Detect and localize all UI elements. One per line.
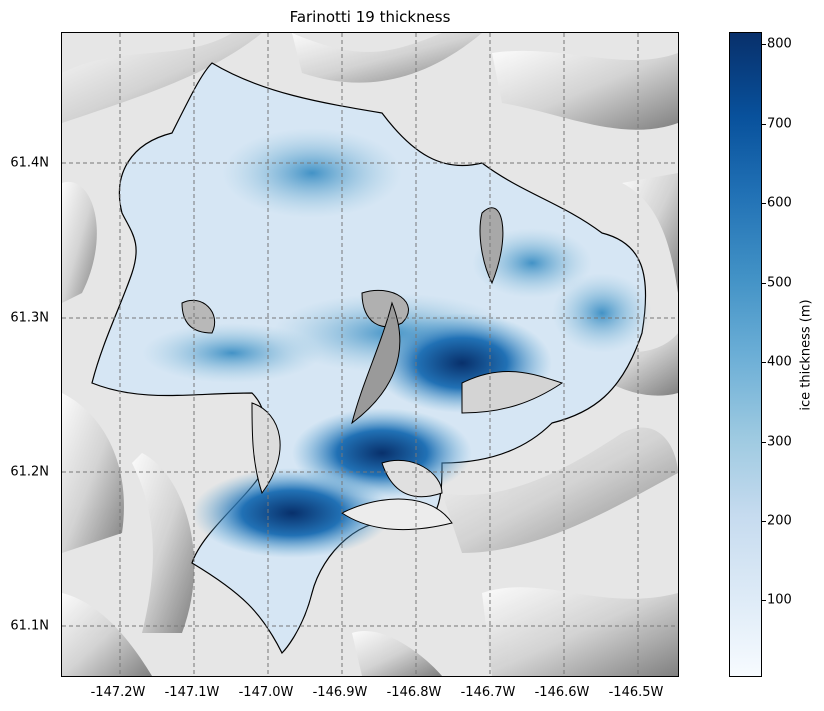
colorbar: [729, 32, 762, 677]
colorbar-tick-mark: [762, 283, 766, 284]
x-tick-label: -147.2W: [90, 685, 146, 700]
x-tick-label: -146.7W: [460, 685, 516, 700]
x-tick-label: -146.8W: [386, 685, 442, 700]
x-tick-label: -146.5W: [608, 685, 664, 700]
x-tick-label: -146.9W: [312, 685, 368, 700]
map-title: Farinotti 19 thickness: [289, 8, 451, 26]
colorbar-tick-label: 800: [767, 36, 792, 52]
colorbar-tick-mark: [762, 124, 766, 125]
y-tick-label: 61.3N: [10, 310, 49, 326]
ice-thickness-field: [91, 62, 652, 655]
colorbar-tick-label: 400: [767, 354, 792, 370]
colorbar-tick-label: 700: [767, 116, 792, 132]
colorbar-tick-mark: [762, 362, 766, 363]
colorbar-tick-label: 600: [767, 195, 792, 211]
colorbar-tick-mark: [762, 442, 766, 443]
colorbar-tick-mark: [762, 521, 766, 522]
graticule: [62, 33, 678, 676]
x-tick-label: -147.0W: [238, 685, 294, 700]
x-tick-label: -146.6W: [534, 685, 590, 700]
map-canvas: [62, 33, 678, 676]
y-tick-label: 61.2N: [10, 464, 49, 480]
colorbar-tick-mark: [762, 600, 766, 601]
y-tick-label: 61.4N: [10, 155, 49, 171]
colorbar-label: ice thickness (m): [798, 299, 814, 411]
colorbar-tick-label: 500: [767, 275, 792, 291]
x-tick-label: -147.1W: [164, 685, 220, 700]
colorbar-tick-label: 200: [767, 513, 792, 529]
map-panel[interactable]: [61, 32, 679, 677]
colorbar-tick-label: 300: [767, 434, 792, 450]
colorbar-tick-label: 100: [767, 592, 792, 608]
y-tick-label: 61.1N: [10, 618, 49, 634]
colorbar-tick-mark: [762, 203, 766, 204]
colorbar-tick-mark: [762, 44, 766, 45]
